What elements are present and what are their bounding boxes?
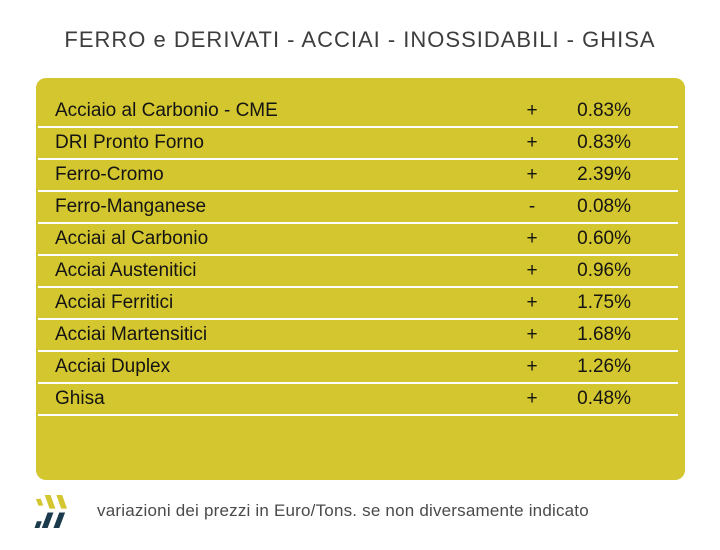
material-label: Ferro-Cromo [55, 164, 164, 185]
table-row: DRI Pronto Forno + 0.83% [38, 128, 678, 160]
table-row: Ferro-Manganese - 0.08% [38, 192, 678, 224]
material-label: Acciaio al Carbonio - CME [55, 100, 278, 121]
material-label: Ferro-Manganese [55, 196, 207, 217]
material-label: DRI Pronto Forno [55, 132, 204, 153]
table-row: Ferro-Cromo + 2.39% [38, 160, 678, 192]
material-label: Ghisa [55, 388, 105, 409]
table-row: Acciai Austenitici + 0.96% [38, 256, 678, 288]
change-value: 2.39% [577, 164, 631, 185]
change-sign: + [526, 324, 538, 345]
footer: variazioni dei prezzi in Euro/Tons. se n… [33, 489, 589, 533]
change-sign: + [526, 388, 538, 409]
change-value: 0.08% [577, 196, 631, 217]
table-row: Acciai Duplex + 1.26% [38, 352, 678, 384]
material-label: Acciai al Carbonio [55, 228, 209, 249]
change-sign: + [526, 260, 538, 281]
footnote-text: variazioni dei prezzi in Euro/Tons. se n… [97, 501, 589, 520]
page-title: FERRO e DERIVATI - ACCIAI - INOSSIDABILI… [64, 27, 656, 52]
table-row: Acciai Martensitici + 1.68% [38, 320, 678, 352]
double-slash-chevrons-icon [33, 494, 70, 528]
table-row: Acciai Ferritici + 1.75% [38, 288, 678, 320]
change-value: 1.75% [577, 292, 631, 313]
change-value: 0.48% [577, 388, 631, 409]
change-sign: + [526, 356, 538, 377]
change-sign: + [526, 100, 538, 121]
change-sign: + [526, 292, 538, 313]
change-sign: - [528, 196, 536, 217]
change-sign: + [526, 132, 538, 153]
change-sign: + [526, 228, 538, 249]
change-sign: + [526, 164, 538, 185]
change-value: 0.83% [577, 132, 631, 153]
material-label: Acciai Austenitici [55, 260, 197, 281]
table-row: Ghisa + 0.48% [38, 384, 678, 416]
change-value: 1.26% [577, 356, 631, 377]
change-value: 1.68% [577, 324, 631, 345]
material-label: Acciai Ferritici [55, 292, 174, 313]
table-row: Acciaio al Carbonio - CME + 0.83% [38, 96, 678, 128]
change-value: 0.60% [577, 228, 631, 249]
table-row: Acciai al Carbonio + 0.60% [38, 224, 678, 256]
material-label: Acciai Duplex [55, 356, 171, 377]
change-value: 0.83% [577, 100, 631, 121]
material-label: Acciai Martensitici [55, 324, 208, 345]
change-value: 0.96% [577, 260, 631, 281]
price-table: Acciaio al Carbonio - CME + 0.83% DRI Pr… [36, 78, 685, 480]
